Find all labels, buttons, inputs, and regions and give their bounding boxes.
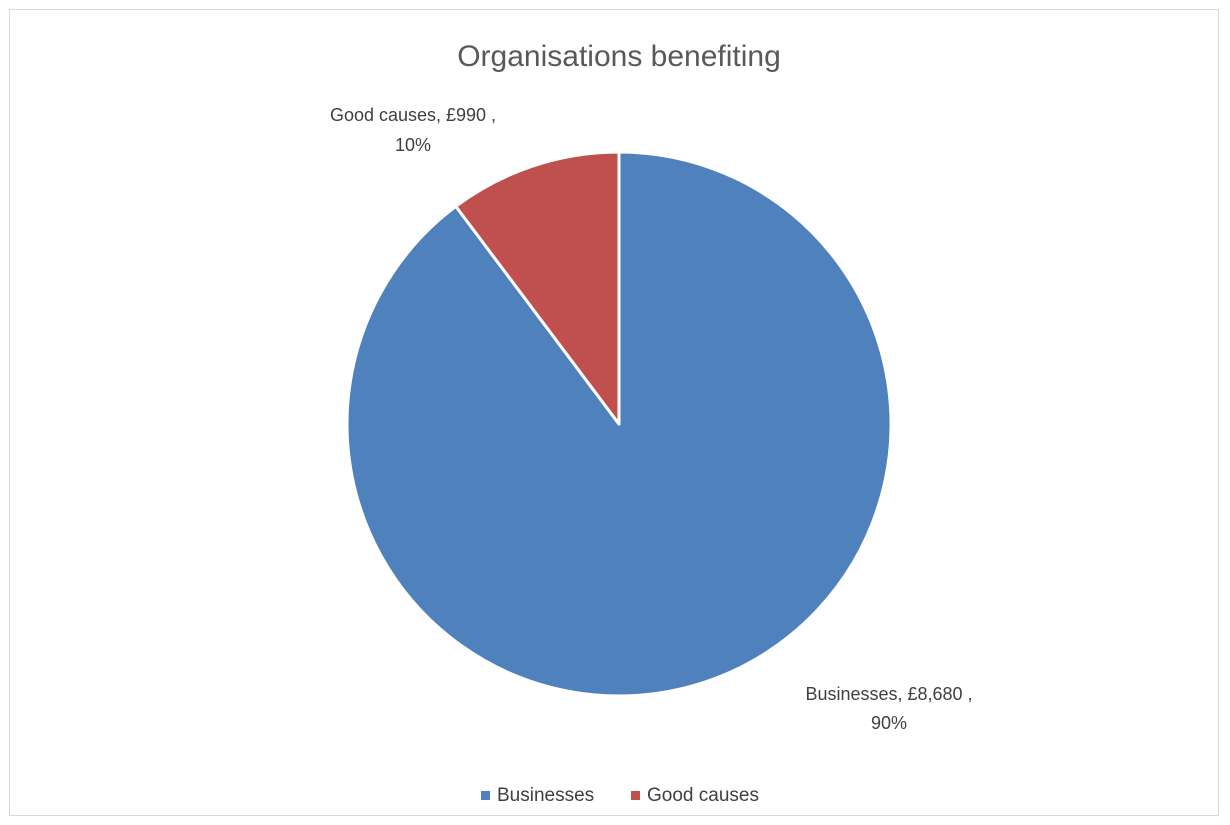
legend-label-businesses[interactable]: Businesses (497, 785, 594, 806)
data-label-good-causes-line1: Good causes, £990 , (330, 105, 496, 125)
data-label-businesses-line1: Businesses, £8,680 , (805, 684, 972, 704)
legend-swatch-businesses (481, 791, 490, 800)
legend-swatch-good-causes (631, 791, 640, 800)
pie-slice-good-causes[interactable] (454, 150, 621, 426)
data-label-good-causes-line2: 10% (395, 135, 431, 155)
legend-label-good-causes[interactable]: Good causes (647, 785, 759, 806)
chart-title: Organisations benefiting (457, 40, 781, 73)
data-label-businesses-line2: 90% (871, 713, 907, 733)
